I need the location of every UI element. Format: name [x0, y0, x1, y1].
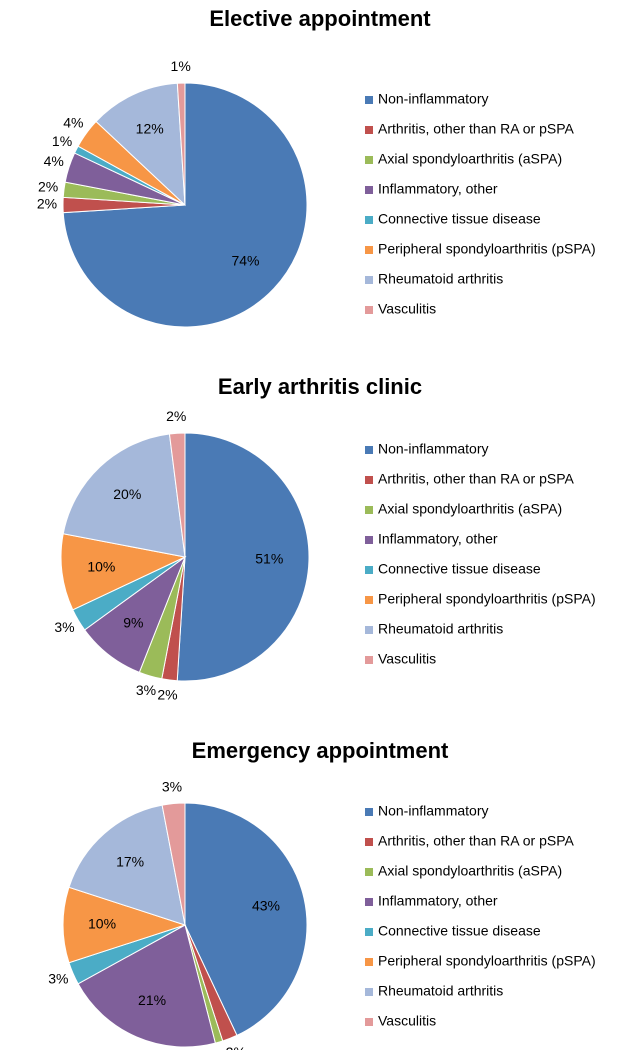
legend-label: Rheumatoid arthritis: [378, 271, 503, 287]
value-label: 3%: [54, 619, 74, 635]
value-label: 43%: [252, 898, 280, 914]
legend-swatch: [365, 1018, 373, 1026]
pie-slice: [168, 432, 186, 558]
value-label: 3%: [136, 682, 156, 698]
legend-label: Vasculitis: [378, 651, 436, 667]
legend-swatch: [365, 476, 373, 484]
legend-swatch: [365, 126, 373, 134]
legend-label: Arthritis, other than RA or pSPA: [378, 121, 574, 137]
value-label: 20%: [113, 486, 141, 502]
value-label: 3%: [162, 778, 182, 794]
chart-title: Emergency appointment: [192, 738, 449, 763]
value-label: 1%: [171, 58, 191, 74]
value-label: 10%: [88, 916, 116, 932]
legend-label: Inflammatory, other: [378, 531, 498, 547]
value-label: 9%: [123, 614, 143, 630]
pie-slice: [77, 924, 216, 1048]
legend-label: Axial spondyloarthritis (aSPA): [378, 863, 562, 879]
value-label: 51%: [255, 550, 283, 566]
legend-swatch: [365, 838, 373, 846]
legend-label: Inflammatory, other: [378, 893, 498, 909]
legend-swatch: [365, 506, 373, 514]
value-label: 10%: [87, 558, 115, 574]
pie-slice: [62, 886, 187, 964]
legend-swatch: [365, 626, 373, 634]
value-label: 74%: [231, 252, 259, 268]
legend-swatch: [365, 96, 373, 104]
value-label: 2%: [157, 687, 177, 703]
legend-label: Vasculitis: [378, 1013, 436, 1029]
legend-swatch: [365, 156, 373, 164]
pie-slice: [68, 804, 186, 926]
value-label: 2%: [166, 408, 186, 424]
pie-slice: [176, 82, 186, 206]
legend-swatch: [365, 656, 373, 664]
legend-label: Rheumatoid arthritis: [378, 621, 503, 637]
legend-label: Rheumatoid arthritis: [378, 983, 503, 999]
legend-label: Connective tissue disease: [378, 561, 541, 577]
legend-label: Non-inflammatory: [378, 441, 488, 457]
legend-label: Axial spondyloarthritis (aSPA): [378, 501, 562, 517]
legend-label: Vasculitis: [378, 301, 436, 317]
legend-swatch: [365, 898, 373, 906]
legend-swatch: [365, 246, 373, 254]
value-label: 4%: [44, 153, 64, 169]
chart-title: Elective appointment: [209, 6, 431, 31]
value-label: 4%: [63, 115, 83, 131]
value-label: 3%: [48, 971, 68, 987]
legend-swatch: [365, 988, 373, 996]
legend-swatch: [365, 566, 373, 574]
legend-swatch: [365, 276, 373, 284]
value-label: 2%: [226, 1044, 246, 1050]
legend-label: Peripheral spondyloarthritis (pSPA): [378, 591, 596, 607]
pie-slice: [176, 432, 310, 682]
legend-swatch: [365, 928, 373, 936]
legend-swatch: [365, 216, 373, 224]
value-label: 12%: [136, 121, 164, 137]
legend-label: Arthritis, other than RA or pSPA: [378, 833, 574, 849]
legend-label: Non-inflammatory: [378, 91, 488, 107]
legend-label: Connective tissue disease: [378, 211, 541, 227]
legend-swatch: [365, 306, 373, 314]
pie-slice: [184, 802, 308, 1037]
value-label: 21%: [138, 992, 166, 1008]
legend-swatch: [365, 808, 373, 816]
value-label: 1%: [52, 133, 72, 149]
legend-label: Connective tissue disease: [378, 923, 541, 939]
legend-swatch: [365, 536, 373, 544]
legend-label: Axial spondyloarthritis (aSPA): [378, 151, 562, 167]
legend-swatch: [365, 868, 373, 876]
pie-slice: [62, 433, 186, 558]
legend-swatch: [365, 596, 373, 604]
value-label: 2%: [38, 178, 58, 194]
pie-slice: [60, 533, 187, 611]
legend-label: Peripheral spondyloarthritis (pSPA): [378, 953, 596, 969]
legend-label: Non-inflammatory: [378, 803, 488, 819]
value-label: 1%: [213, 1048, 233, 1050]
chart-title: Early arthritis clinic: [218, 374, 422, 399]
value-label: 2%: [37, 196, 57, 212]
legend-label: Peripheral spondyloarthritis (pSPA): [378, 241, 596, 257]
legend-label: Arthritis, other than RA or pSPA: [378, 471, 574, 487]
pie-slice: [95, 82, 186, 207]
value-label: 17%: [116, 853, 144, 869]
legend-swatch: [365, 958, 373, 966]
legend-swatch: [365, 186, 373, 194]
pie-slice: [161, 802, 186, 926]
legend-swatch: [365, 446, 373, 454]
legend-label: Inflammatory, other: [378, 181, 498, 197]
